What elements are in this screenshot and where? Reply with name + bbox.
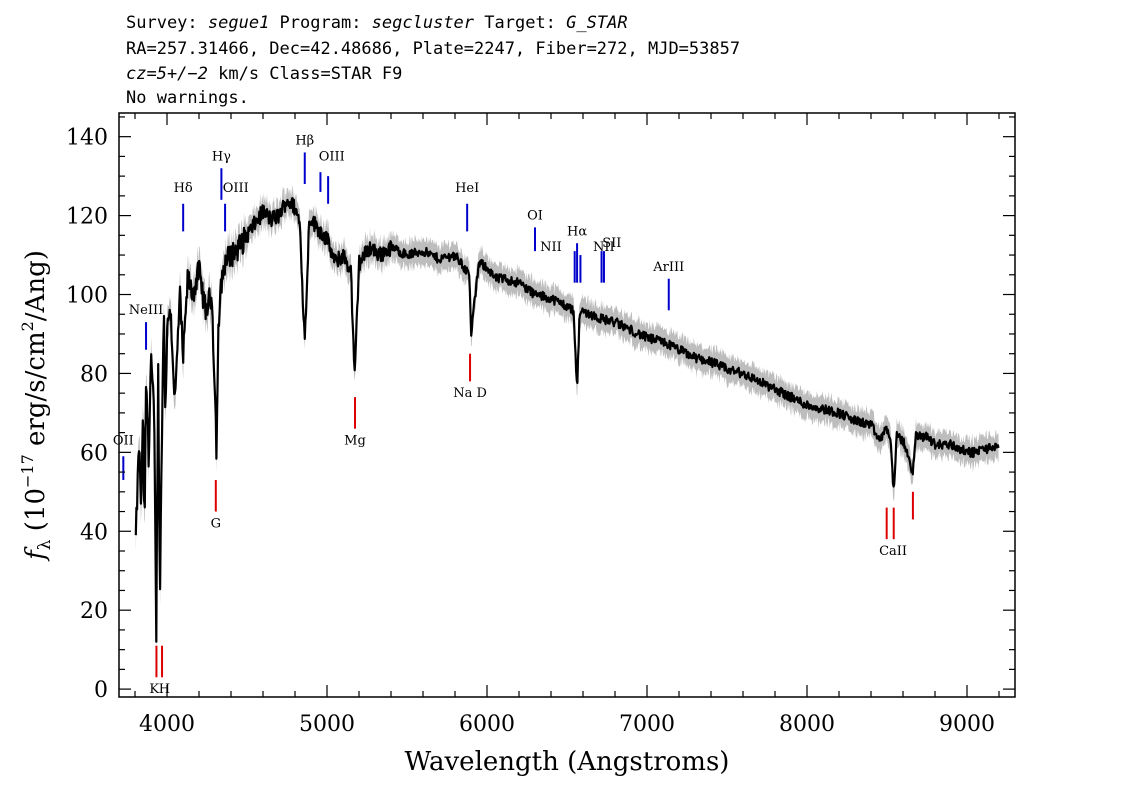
y-axis-unit-prefix: (10 — [21, 488, 51, 540]
y-tick-label: 60 — [80, 441, 108, 466]
emission-line-label: Hβ — [295, 134, 314, 149]
absorption-line-label: H — [159, 682, 170, 697]
y-tick-label: 100 — [66, 284, 108, 309]
header-line-1: Survey: segue1 Program: segcluster Targe… — [126, 13, 628, 33]
header-line-3: cz=5+/−2 km/s Class=STAR F9 — [126, 64, 402, 84]
class-value: km/s Class=STAR F9 — [208, 64, 402, 84]
emission-line-label: OI — [527, 209, 543, 224]
emission-line-label: OIII — [319, 149, 345, 164]
emission-line-label: NII — [593, 240, 615, 255]
absorption-line-label: Mg — [344, 433, 366, 448]
survey-label: Survey: — [126, 13, 208, 33]
survey-value: segue1 — [208, 13, 269, 33]
absorption-line-label: Na D — [453, 386, 487, 401]
x-axis-title: Wavelength (Angstroms) — [405, 747, 730, 777]
emission-line-label: OII — [113, 433, 134, 448]
x-tick-label: 5000 — [299, 712, 355, 737]
y-tick-label: 0 — [94, 678, 108, 703]
flux-line — [134, 197, 1000, 643]
emission-line-label: ArIII — [652, 260, 684, 275]
emission-line-label: Hα — [567, 224, 587, 239]
emission-line-label: NeIII — [129, 303, 163, 318]
x-tick-label: 8000 — [779, 712, 835, 737]
header-line-4: No warnings. — [126, 88, 249, 108]
absorption-line-label: K — [149, 682, 159, 697]
plot-header: Survey: segue1 Program: segcluster Targe… — [126, 13, 740, 108]
y-tick-label: 20 — [80, 599, 108, 624]
y-axis-unit-middle: erg/s/cm — [21, 331, 51, 454]
y-tick-label: 120 — [66, 205, 108, 230]
axes: 4000 5000 6000 7000 8000 9000 0 20 40 60 80 100 120… — [66, 112, 1016, 737]
y-axis-unit-suffix: /Ang) — [21, 250, 51, 321]
flux-layer — [134, 197, 1000, 643]
spectral-line-markers: OIINeIIIHδHγOIIIHβOIIIHeIOINIIHαNIISIIAr… — [113, 134, 914, 697]
emission-line-label: HeI — [455, 181, 479, 196]
emission-line-label: SII — [602, 236, 621, 251]
y-axis-lambda-subscript: λ — [35, 539, 55, 550]
redshift-value: cz=5+/−2 — [126, 64, 208, 84]
x-tick-label: 9000 — [939, 712, 995, 737]
y-axis-exponent-2: 2 — [18, 321, 37, 331]
target-label: Target: — [474, 13, 566, 33]
program-value: segcluster — [372, 13, 475, 33]
x-axis-ticks: 4000 5000 6000 7000 8000 9000 — [134, 113, 1000, 737]
plot-frame — [118, 112, 1016, 698]
emission-line-label: NII — [540, 240, 562, 255]
target-value: G_STAR — [566, 13, 627, 33]
y-axis-exponent: −17 — [18, 454, 37, 488]
y-tick-label: 140 — [66, 126, 108, 151]
absorption-line-label: CaII — [879, 544, 907, 559]
program-label: Program: — [269, 13, 371, 33]
x-tick-label: 6000 — [459, 712, 515, 737]
absorption-line-label: G — [211, 516, 221, 531]
x-tick-label: 4000 — [139, 712, 195, 737]
y-axis-title: fλ (10−17 erg/s/cm2/Ang) — [18, 250, 55, 562]
header-line-2: RA=257.31466, Dec=42.48686, Plate=2247, … — [126, 39, 740, 59]
emission-line-label: Hγ — [212, 149, 231, 164]
emission-line-label: OIII — [223, 181, 249, 196]
y-axis-ticks: 0 20 40 60 80 100 120 140 — [66, 116, 1015, 703]
emission-line-label: Hδ — [174, 181, 193, 196]
y-tick-label: 40 — [80, 520, 108, 545]
y-tick-label: 80 — [80, 362, 108, 387]
plot-area: OIINeIIIHδHγOIIIHβOIIIHeIOINIIHαNIISIIAr… — [113, 134, 1000, 697]
x-tick-label: 7000 — [619, 712, 675, 737]
